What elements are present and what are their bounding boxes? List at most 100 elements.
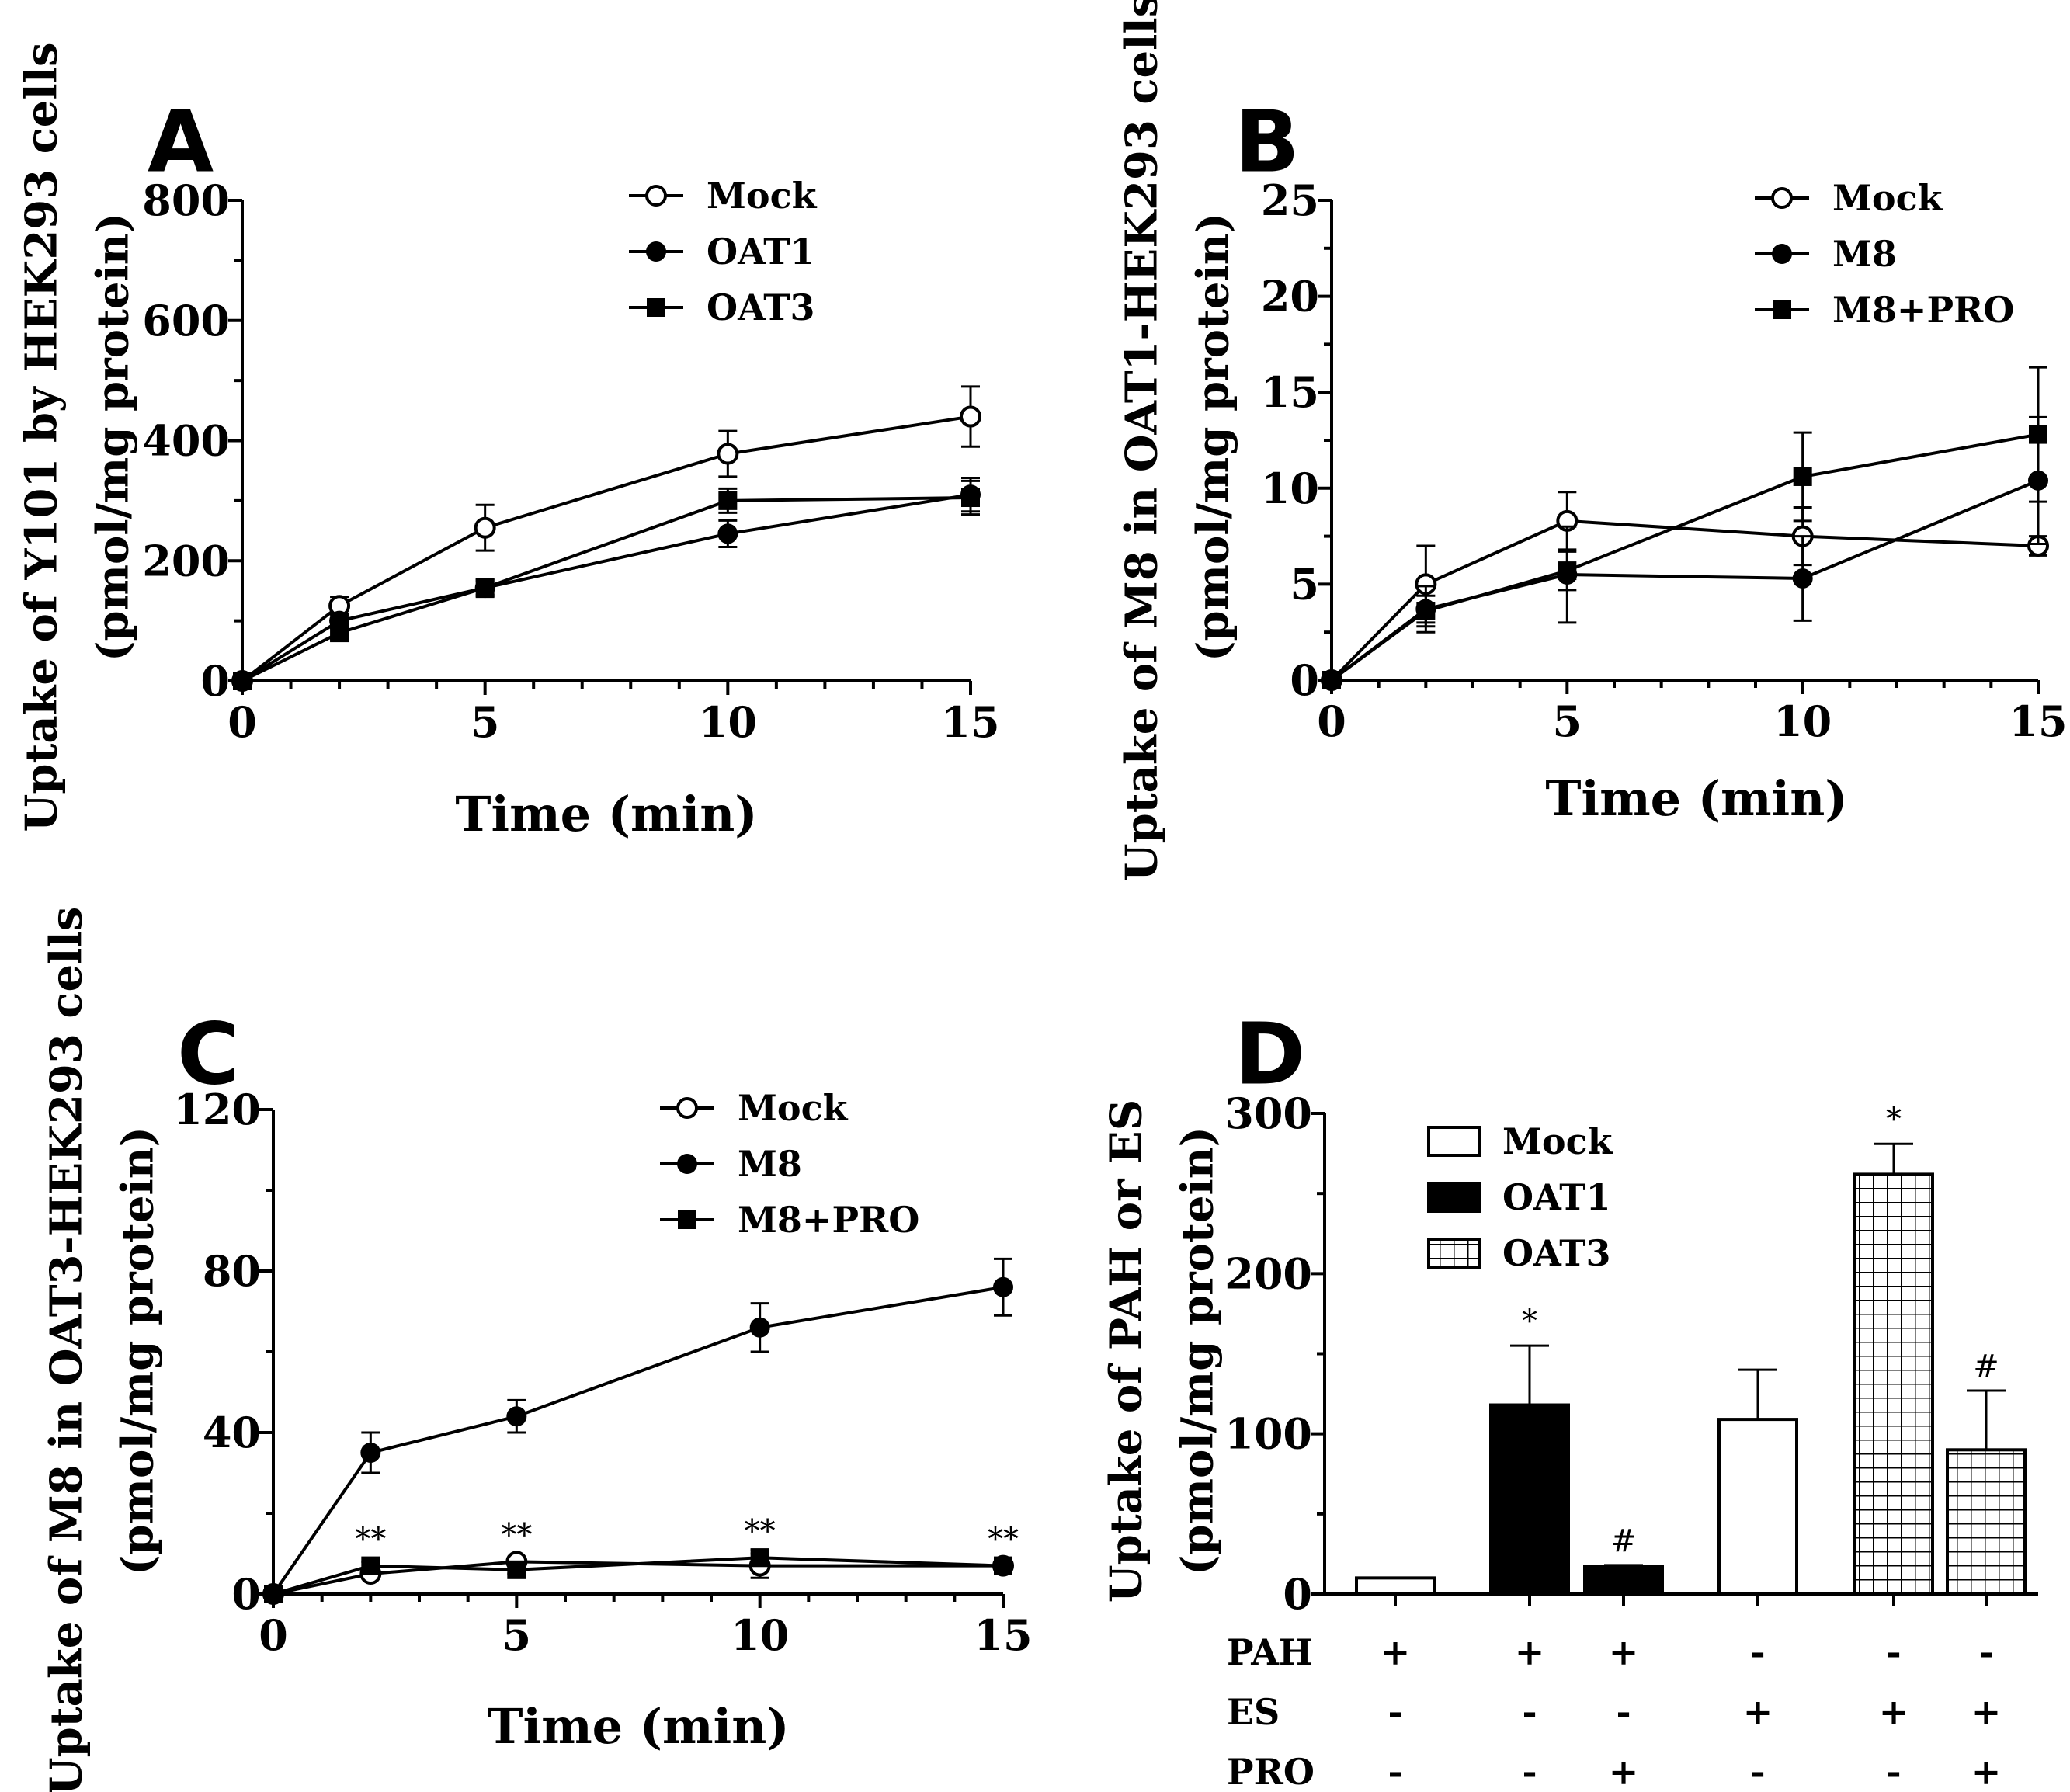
y-tick-label: 15 [1261,367,1319,417]
x-tick-label: 0 [259,1610,288,1660]
condition-value: + [1609,1751,1639,1792]
x-axis-title: Time (min) [455,786,757,842]
y-tick-label: 0 [200,656,230,706]
y-tick-label: 20 [1261,272,1319,321]
condition-value: + [1609,1631,1639,1673]
y-tick-label: 0 [231,1569,261,1619]
y-tick-label: 200 [142,536,230,585]
y-tick-label: 100 [1224,1409,1312,1459]
legend-marker [647,298,665,317]
legend-label: M8 [738,1143,802,1185]
condition-value: - [1750,1751,1765,1792]
x-tick-label: 5 [1553,696,1582,746]
x-tick-label: 10 [731,1610,789,1660]
series-line [241,415,971,682]
x-tick-label: 15 [974,1610,1032,1660]
legend-label: OAT3 [707,287,814,328]
bar [1489,1403,1570,1596]
significance-mark: * [1886,1102,1902,1137]
condition-row: ES - - - + + + [1227,1691,2001,1733]
data-point [264,1585,283,1603]
bar [1717,1418,1798,1596]
series-m8-pro [1322,366,2047,689]
legend-label: OAT3 [1502,1232,1610,1274]
y-axis-title: Uptake of M8 in OAT3-HEK293 cells [41,907,92,1792]
x-tick-label: 5 [471,697,500,747]
legend-label: M8 [1832,233,1897,275]
y-tick-label: 400 [142,416,230,466]
data-point [233,672,252,690]
series-line [241,493,971,682]
condition-value: - [1388,1691,1402,1733]
x-axis-title: Time (min) [487,1698,789,1755]
legend-marker [1773,300,1791,319]
significance-mark: # [1973,1349,1999,1384]
bar [1946,1448,2027,1596]
bar-group: * [1489,1304,1570,1606]
condition-row: PRO - - + - - + [1227,1751,2001,1792]
condition-value: - [1886,1631,1901,1673]
y-axis-title: Uptake of PAH or ES [1101,1099,1152,1603]
series-m8-pro [264,1548,1012,1603]
legend-item: Mock [660,1087,849,1129]
panel-a: A Uptake of Y101 by HEK293 cells (pmol/mg … [16,42,1000,842]
y-tick-label: 600 [142,296,230,346]
panel-letter: D [1235,1004,1305,1103]
series-line [1330,519,2039,682]
significance-mark: # [1610,1523,1637,1559]
series-mock [231,385,981,692]
condition-row: PAH + + + - - - [1227,1631,1994,1673]
condition-value: + [1971,1751,2002,1792]
data-point [506,1406,527,1427]
significance-mark: * [1522,1304,1537,1339]
condition-value: + [1515,1631,1545,1673]
data-point [961,488,980,508]
series-oat1 [232,476,981,691]
data-point [1558,561,1577,581]
data-point [750,1548,769,1568]
data-point [1416,602,1436,621]
panel-letter: A [148,92,214,191]
series-oat3 [233,479,980,690]
data-point [718,491,738,510]
legend: Mock OAT1 OAT3 [629,175,818,328]
bar-group: * [1853,1102,1934,1606]
series-line [1330,432,2039,682]
significance-mark: ** [501,1518,532,1554]
y-tick-label: 80 [203,1246,261,1296]
x-tick-label: 0 [227,697,257,747]
data-point [330,623,349,643]
legend-marker [645,185,667,207]
panel-letter: B [1235,92,1300,191]
legend-item: M8+PRO [660,1199,919,1241]
bar-group: # [1583,1523,1664,1606]
condition-value: - [1388,1751,1402,1792]
data-point [361,1556,380,1575]
x-tick-label: 5 [502,1610,532,1660]
legend-label: OAT1 [1502,1176,1610,1218]
legend-marker [676,1097,698,1119]
data-point [474,516,496,539]
data-point [475,578,495,598]
panel-b: B Uptake of M8 in OAT1-HEK293 cells (pmol/… [1117,0,2068,881]
legend-swatch [1427,1182,1481,1213]
data-point [360,1443,381,1463]
bar [1355,1576,1436,1596]
data-point [1792,568,1813,589]
data-point [2029,425,2047,444]
y-tick-label: 300 [1224,1089,1312,1138]
series-m8 [1322,415,2048,690]
legend-marker [678,1210,696,1229]
y-axis-subtitle: (pmol/mg protein) [1172,1127,1224,1575]
legend-label: M8+PRO [738,1199,919,1241]
condition-value: - [1978,1631,1993,1673]
legend-marker [646,241,666,262]
condition-label: PRO [1227,1751,1315,1792]
y-tick-label: 0 [1283,1569,1312,1619]
legend: Mock M8 M8+PRO [660,1087,919,1241]
legend-swatch [1427,1238,1481,1269]
y-tick-label: 5 [1290,559,1319,609]
condition-value: + [1971,1691,2002,1733]
legend-marker [1772,244,1792,264]
legend-item: M8+PRO [1755,289,2014,331]
